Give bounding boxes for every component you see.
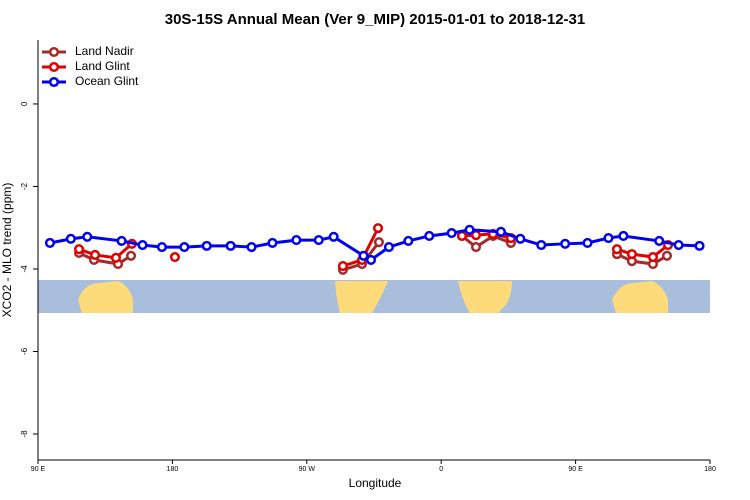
land-patch — [78, 281, 133, 313]
point — [661, 250, 673, 261]
legend-label: Land Glint — [75, 59, 130, 73]
point — [291, 235, 302, 246]
x-axis-label: Longitude — [349, 476, 402, 490]
map-band — [38, 280, 710, 313]
point — [626, 249, 637, 260]
x-tick-label: 90 W — [299, 466, 316, 473]
point — [74, 244, 85, 255]
point — [536, 239, 547, 251]
point — [365, 254, 377, 265]
point — [201, 240, 212, 251]
land-patch — [335, 281, 388, 313]
y-tick-label: -8 — [20, 430, 29, 438]
point — [456, 230, 468, 242]
land-patch — [612, 281, 668, 313]
point — [246, 242, 257, 253]
land-patch — [458, 281, 512, 313]
y-tick-label: -2 — [20, 182, 29, 190]
point — [372, 223, 384, 234]
point — [495, 226, 506, 237]
point — [582, 237, 593, 249]
point — [116, 235, 127, 246]
point — [515, 233, 526, 244]
point — [403, 235, 414, 246]
point — [673, 239, 684, 251]
legend-marker — [48, 76, 60, 88]
chart-title: 30S-15S Annual Mean (Ver 9_MIP) 2015-01-… — [165, 11, 585, 28]
legend-marker — [48, 61, 60, 73]
legend-label: Ocean Glint — [75, 74, 139, 88]
point — [169, 251, 180, 263]
point — [464, 224, 475, 235]
point — [225, 240, 236, 251]
point — [446, 228, 457, 239]
y-tick-label: 0 — [20, 101, 29, 106]
point — [125, 250, 137, 261]
point — [373, 237, 384, 248]
y-tick-label: -4 — [20, 265, 29, 273]
y-axis-label: XCO2 - MLO trend (ppm) — [0, 183, 14, 318]
point — [267, 237, 278, 249]
x-tick-label: 90 E — [31, 466, 46, 473]
point — [328, 231, 339, 242]
x-tick-label: 90 E — [568, 466, 583, 473]
point — [82, 231, 93, 242]
point — [618, 230, 629, 242]
point — [156, 242, 167, 253]
legend-marker — [48, 46, 60, 58]
x-tick-label: 0 — [439, 466, 443, 473]
point — [110, 252, 122, 263]
point — [65, 233, 76, 244]
point — [611, 244, 623, 255]
point — [44, 237, 55, 249]
point — [137, 239, 148, 251]
y-tick-label: -6 — [20, 347, 29, 355]
point — [358, 250, 369, 261]
point — [89, 249, 101, 261]
point — [654, 235, 665, 246]
point — [337, 261, 348, 272]
point — [647, 251, 659, 263]
point — [470, 242, 482, 253]
point — [694, 240, 705, 251]
point — [313, 235, 324, 246]
point — [383, 242, 394, 253]
point — [424, 230, 435, 242]
point — [603, 232, 614, 244]
point — [560, 238, 571, 249]
legend-label: Land Nadir — [75, 44, 134, 58]
x-tick-label: 180 — [704, 466, 716, 473]
x-tick-label: 180 — [167, 466, 179, 473]
point — [179, 242, 190, 253]
